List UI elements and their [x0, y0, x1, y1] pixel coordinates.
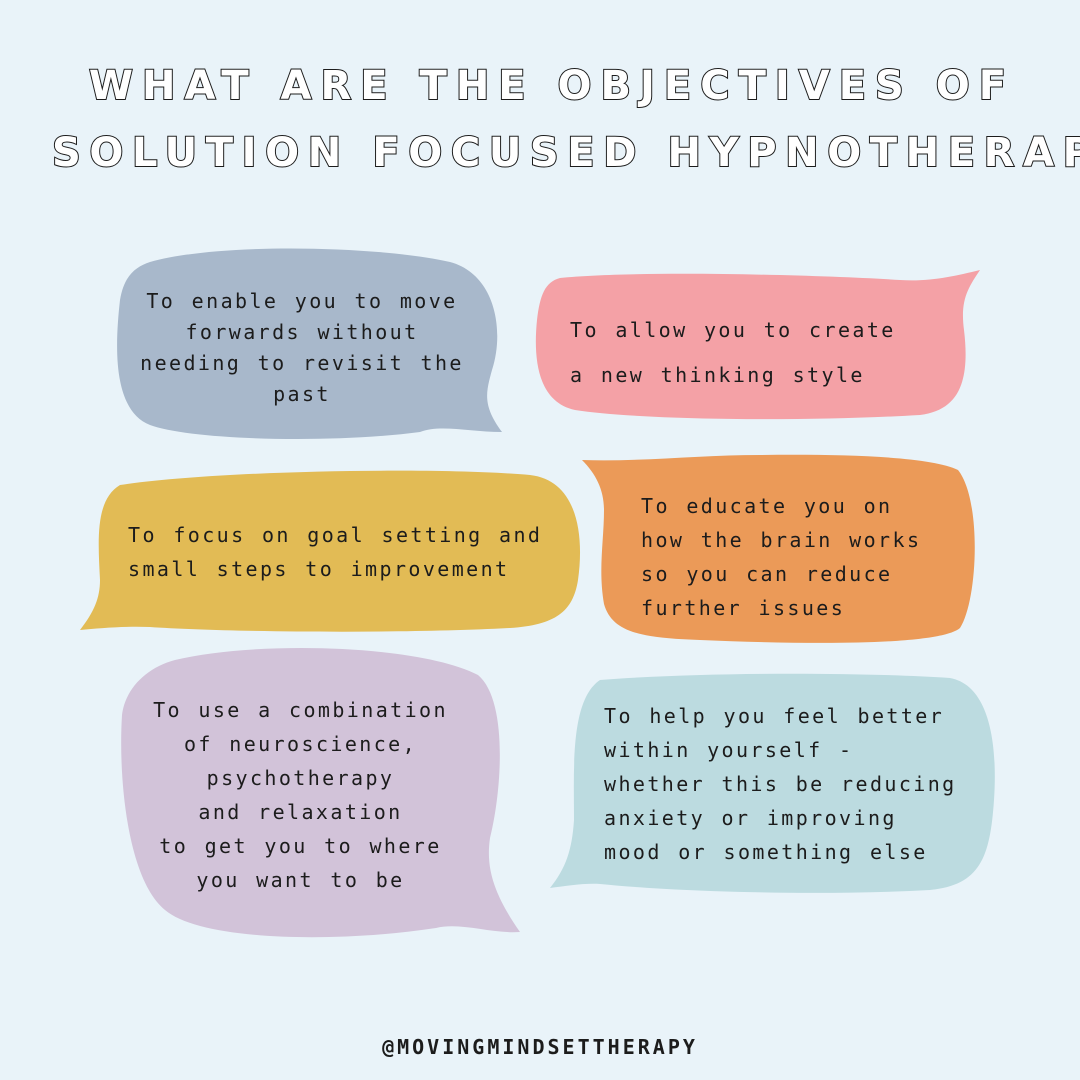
bubble-6-line: To help you feel better: [604, 704, 945, 728]
bubble-6-line: whether this be reducing: [604, 772, 957, 796]
speech-bubble-6: [550, 673, 995, 893]
bubble-5-text: To use a combination of neuroscience, ps…: [128, 693, 473, 897]
bubble-4-line: how the brain works: [641, 528, 922, 552]
speech-bubble-3: [80, 470, 581, 632]
bubble-5-line: you want to be: [196, 868, 405, 892]
bubble-5-line: and relaxation: [198, 800, 403, 824]
bubble-2-line: To allow you to create: [570, 318, 896, 342]
bubble-1-text: To enable you to move forwards without n…: [122, 286, 482, 410]
bubble-6-line: within yourself -: [604, 738, 854, 762]
bubble-1-line: needing to revisit the: [140, 351, 464, 375]
bubble-6-line: anxiety or improving: [604, 806, 897, 830]
bubble-2-line: a new thinking style: [570, 363, 865, 387]
bubble-4-text: To educate you on how the brain works so…: [641, 489, 921, 625]
bubble-5-line: to get you to where: [159, 834, 442, 858]
social-handle: @MOVINGMINDSETTHERAPY: [382, 1035, 698, 1059]
bubble-4-line: To educate you on: [641, 494, 893, 518]
bubble-5-line: of neuroscience,: [183, 732, 418, 756]
bubble-1-line: To enable you to move: [146, 289, 458, 313]
bubble-5-line: To use a combination: [153, 698, 448, 722]
speech-bubble-2: [535, 270, 980, 420]
bubble-5-line: psychotherapy: [206, 766, 395, 790]
bubble-6-line: mood or something else: [604, 840, 928, 864]
bubble-1-line: forwards without: [185, 320, 419, 344]
bubble-3-line: To focus on goal setting and: [128, 523, 543, 547]
bubble-6-text: To help you feel better within yourself …: [604, 699, 957, 869]
speech-bubble-5: [121, 648, 520, 938]
bubble-3-text: To focus on goal setting and small steps…: [128, 518, 542, 586]
title-line-1: WHAT ARE THE OBJECTIVES OF: [88, 62, 1016, 110]
title-line-2: SOLUTION FOCUSED HYPNOTHERAPY?: [51, 129, 1080, 177]
bubble-3-line: small steps to improvement: [128, 557, 510, 581]
bubble-4-line: so you can reduce: [641, 562, 893, 586]
bubble-4-line: further issues: [641, 596, 846, 620]
speech-bubble-4: [582, 454, 975, 643]
bubble-1-line: past: [273, 382, 331, 406]
bubble-2-text: To allow you to create a new thinking st…: [570, 308, 896, 398]
speech-bubble-1: [117, 248, 502, 440]
